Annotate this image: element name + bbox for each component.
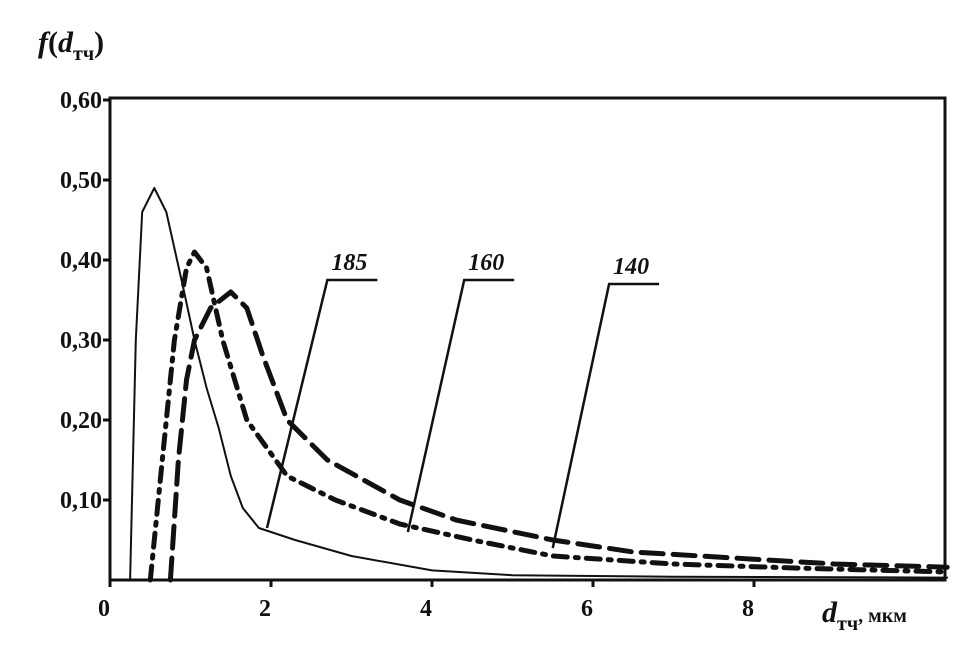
leader-line-160 (406, 278, 515, 533)
curve-label-140: 140 (613, 254, 649, 280)
curve-140 (167, 289, 950, 583)
y-tick-label: 0,60 (60, 88, 102, 114)
x-tick-label: 2 (259, 596, 271, 622)
curve-160 (147, 249, 950, 583)
curve-label-185: 185 (331, 250, 367, 276)
y-tick-label: 0,20 (60, 408, 102, 434)
x-tick-label: 8 (742, 596, 754, 622)
leader-line-140 (551, 282, 660, 549)
y-tick-label: 0,10 (60, 488, 102, 514)
y-tick-label: 0,30 (60, 328, 102, 354)
x-tick-label: 4 (420, 596, 432, 622)
plot-frame (108, 96, 947, 582)
curve-label-160: 160 (468, 250, 504, 276)
curve-labels: 185 160 140 (265, 250, 660, 549)
y-axis-label: f(dтч) (38, 26, 104, 65)
axes: 0 2 4 6 8 0,10 0,20 0,30 0,40 0,50 0,60 (60, 88, 947, 622)
y-tick-label: 0,50 (60, 168, 102, 194)
x-axis-label: dтч, мкм (822, 596, 907, 635)
curves (129, 187, 950, 583)
leader-line-185 (265, 278, 378, 529)
y-tick-label: 0,40 (60, 248, 102, 274)
x-tick-label: 6 (581, 596, 593, 622)
x-tick-label: 0 (98, 596, 110, 622)
curve-185 (129, 187, 949, 581)
